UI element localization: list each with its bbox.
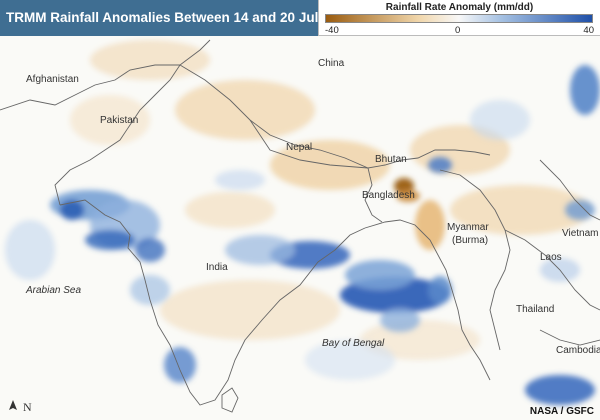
label-pakistan: Pakistan [100,115,139,126]
cambodia-border [539,329,600,346]
legend-min-label: -40 [325,25,339,36]
credit-text: NASA / GSFC [529,406,594,417]
map-title: TRMM Rainfall Anomalies Between 14 and 2… [0,0,352,36]
label-cambodia: Cambodia [556,345,600,356]
label-laos: Laos [540,252,562,263]
legend-mid-label: 0 [455,25,461,36]
myanmar-border [439,169,511,351]
label-bhutan: Bhutan [375,154,407,165]
label-vietnam: Vietnam [562,228,599,239]
afghanistan-border [0,64,180,111]
sri-lanka-outline [221,387,239,413]
label-burma: (Burma) [452,235,489,246]
legend-color-bar [325,14,593,23]
boundaries-layer [0,39,600,413]
label-nepal: Nepal [286,142,313,153]
thailand-laos-border [504,229,600,311]
china-border [179,39,211,66]
label-arabian-sea: Arabian Sea [26,285,82,296]
bangladesh-border [364,167,383,223]
vietnam-border [539,159,600,221]
north-arrow-icon: N [6,400,32,416]
legend-max-label: 40 [583,25,594,36]
india-west-coastline [59,199,366,406]
label-bay-of-bengal: Bay of Bengal [322,338,385,349]
label-afghanistan: Afghanistan [26,74,79,85]
wet-anomaly-layer [5,65,600,405]
label-china: China [318,58,345,69]
nepal-south-border [249,119,369,169]
bangladesh-coast [364,219,491,381]
label-india: India [206,262,228,273]
legend-title: Rainfall Rate Anomaly (mm/dd) [385,2,534,13]
pakistan-border [54,64,181,206]
himalaya-border [179,64,491,169]
label-bangladesh: Bangladesh [362,190,415,201]
label-myanmar: Myanmar [447,222,489,233]
legend: Rainfall Rate Anomaly (mm/dd) -40 0 40 [318,0,600,36]
label-thailand: Thailand [516,304,555,315]
north-label: N [23,399,32,414]
